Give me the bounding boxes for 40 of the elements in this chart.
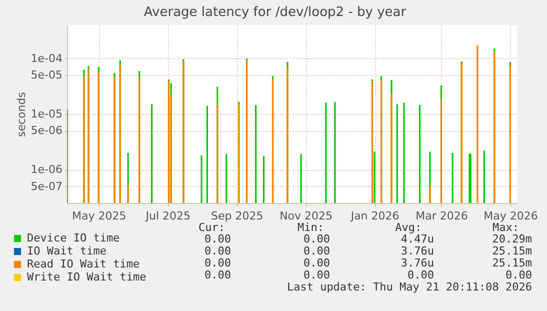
x-tick-label: Nov 2025 bbox=[280, 210, 333, 222]
text: 0.00 bbox=[204, 232, 231, 246]
text: 0.00 bbox=[204, 256, 231, 270]
x-tick-label: Mar 2026 bbox=[416, 210, 468, 222]
y-tick-label: 1e-04 bbox=[30, 52, 62, 65]
text: 20.29m bbox=[492, 232, 532, 246]
text: Min: bbox=[298, 221, 324, 234]
text: 0.00 bbox=[304, 244, 330, 258]
legend-label: Read IO Wait time bbox=[27, 258, 140, 270]
text: 0.00 bbox=[304, 268, 330, 282]
legend-label: IO Wait time bbox=[27, 244, 106, 258]
text: 0.00 bbox=[304, 232, 330, 246]
text: 0.00 bbox=[204, 268, 231, 282]
y-axis-title: seconds bbox=[14, 92, 28, 137]
text: 0.00 bbox=[304, 256, 330, 270]
text: Avg: bbox=[395, 221, 422, 234]
y-tick-label: 1e-06 bbox=[30, 163, 62, 176]
x-tick-label: May 2025 bbox=[72, 210, 126, 222]
text: 25.15m bbox=[492, 244, 532, 258]
y-tick-label: 5e-05 bbox=[30, 68, 62, 82]
text: 3.76u bbox=[400, 244, 434, 258]
text: 0.00 bbox=[204, 244, 231, 258]
y-tick-label: 1e-05 bbox=[30, 108, 62, 120]
text: 0.00 bbox=[408, 268, 434, 282]
x-tick-label: Sep 2025 bbox=[210, 210, 264, 222]
text: 4.47u bbox=[400, 232, 434, 246]
chart-title: Average latency for /dev/loop2 - by year bbox=[144, 5, 407, 20]
legend-label: Write IO Wait time bbox=[27, 270, 146, 284]
x-tick-label: Jan 2026 bbox=[350, 210, 400, 222]
text: 0.00 bbox=[506, 268, 532, 282]
y-tick-label: 5e-06 bbox=[30, 124, 62, 138]
legend-label: Device IO time bbox=[27, 232, 120, 244]
text: Cur: bbox=[198, 221, 225, 234]
y-tick-label: 5e-07 bbox=[30, 180, 62, 193]
text: Last update: Thu May 21 20:11:08 2026 bbox=[286, 280, 532, 294]
text: 3.76u bbox=[400, 256, 434, 270]
text: Max: bbox=[492, 221, 519, 234]
x-tick-label: May 2026 bbox=[484, 210, 538, 222]
text: 25.15m bbox=[492, 256, 532, 270]
x-tick-label: Jul 2025 bbox=[144, 210, 191, 222]
